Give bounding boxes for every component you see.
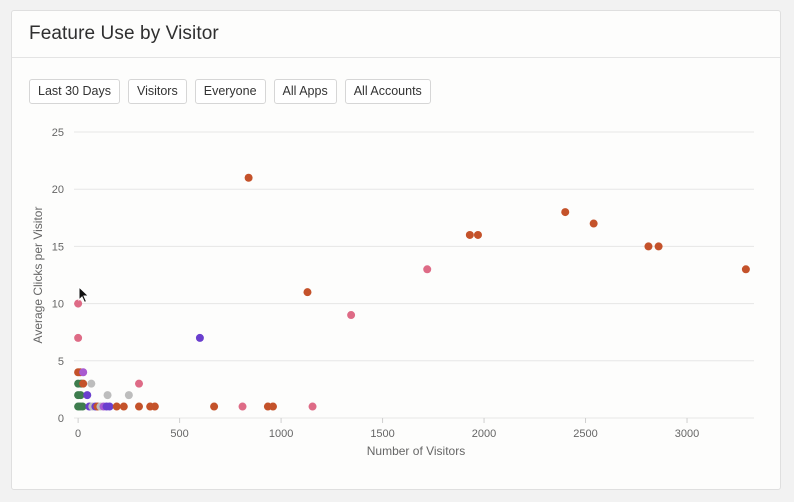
data-point[interactable] — [135, 402, 144, 411]
data-point[interactable] — [150, 402, 159, 411]
data-point[interactable] — [303, 288, 312, 297]
app-filter[interactable]: All Apps — [273, 79, 337, 104]
data-point[interactable] — [79, 368, 88, 377]
x-tick-label: 2500 — [573, 428, 597, 440]
data-point[interactable] — [83, 391, 92, 400]
x-tick-label: 1500 — [370, 428, 394, 440]
y-axis-label: Average Clicks per Visitor — [31, 207, 45, 344]
y-tick-label: 20 — [52, 184, 64, 196]
data-point[interactable] — [103, 391, 112, 400]
data-point[interactable] — [124, 391, 133, 400]
data-point[interactable] — [135, 379, 144, 388]
grid-lines — [74, 131, 754, 419]
card-header: Feature Use by Visitor — [12, 11, 780, 58]
data-point[interactable] — [561, 208, 570, 217]
data-point[interactable] — [78, 402, 87, 411]
data-point[interactable] — [119, 402, 128, 411]
data-point[interactable] — [112, 402, 121, 411]
data-point[interactable] — [210, 402, 219, 411]
data-point[interactable] — [308, 402, 317, 411]
date-range-filter[interactable]: Last 30 Days — [29, 79, 120, 104]
data-point[interactable] — [741, 265, 750, 274]
y-axis-ticks: 0 5 10 15 20 25 — [52, 127, 64, 425]
metric-filter[interactable]: Visitors — [127, 79, 187, 104]
account-filter[interactable]: All Accounts — [344, 79, 431, 104]
data-point[interactable] — [244, 173, 253, 182]
data-point[interactable] — [74, 333, 83, 342]
data-point[interactable] — [74, 299, 83, 308]
data-point[interactable] — [105, 402, 114, 411]
data-point[interactable] — [238, 402, 247, 411]
mouse-pointer-icon — [78, 286, 90, 304]
data-point[interactable] — [87, 379, 96, 388]
filter-bar: Last 30 Days Visitors Everyone All Apps … — [29, 79, 431, 104]
data-point[interactable] — [79, 379, 88, 388]
x-tick-label: 3000 — [675, 428, 699, 440]
data-point[interactable] — [589, 219, 598, 228]
x-axis-ticks: 0 500 1000 1500 2000 2500 3000 — [75, 418, 699, 440]
x-tick-label: 500 — [170, 428, 188, 440]
y-tick-label: 0 — [58, 413, 64, 425]
x-axis-label: Number of Visitors — [367, 444, 465, 458]
data-point[interactable] — [473, 230, 482, 239]
card-title: Feature Use by Visitor — [29, 23, 219, 44]
x-tick-label: 2000 — [472, 428, 496, 440]
data-point[interactable] — [195, 333, 204, 342]
y-tick-label: 10 — [52, 299, 64, 311]
data-point[interactable] — [644, 242, 653, 251]
x-tick-label: 1000 — [269, 428, 293, 440]
data-point[interactable] — [465, 230, 474, 239]
data-point[interactable] — [654, 242, 663, 251]
data-point[interactable] — [347, 311, 356, 320]
data-points[interactable] — [74, 173, 750, 411]
data-point[interactable] — [423, 265, 432, 274]
segment-filter[interactable]: Everyone — [194, 79, 266, 104]
x-tick-label: 0 — [75, 428, 81, 440]
y-tick-label: 25 — [52, 127, 64, 139]
y-tick-label: 15 — [52, 241, 64, 253]
data-point[interactable] — [268, 402, 277, 411]
y-tick-label: 5 — [58, 356, 64, 368]
data-point[interactable] — [76, 391, 85, 400]
